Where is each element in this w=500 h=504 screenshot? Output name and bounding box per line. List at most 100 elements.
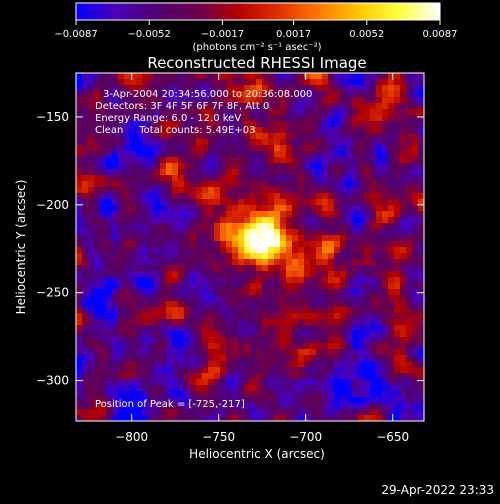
heatmap-pixel <box>82 97 89 104</box>
heatmap-pixel <box>292 337 299 344</box>
colorbar-unit-label: (photons cm⁻² s⁻¹ asec⁻²) <box>192 42 321 53</box>
heatmap-pixel <box>418 223 424 230</box>
heatmap-pixel <box>370 265 377 272</box>
heatmap-pixel <box>292 121 299 128</box>
heatmap-pixel <box>190 175 197 182</box>
heatmap-pixel <box>124 103 131 110</box>
heatmap-pixel <box>196 307 203 314</box>
heatmap-pixel <box>118 337 125 344</box>
heatmap-pixel <box>310 391 317 398</box>
heatmap-pixel <box>298 247 305 254</box>
heatmap-pixel <box>346 409 353 416</box>
heatmap-pixel <box>262 109 269 116</box>
heatmap-pixel <box>148 415 155 421</box>
heatmap-pixel <box>250 379 257 386</box>
heatmap-pixel <box>244 343 251 350</box>
heatmap-pixel <box>184 337 191 344</box>
heatmap-pixel <box>220 91 227 98</box>
heatmap-pixel <box>112 343 119 350</box>
heatmap-pixel <box>88 205 95 212</box>
heatmap-pixel <box>286 301 293 308</box>
heatmap-pixel <box>100 253 107 260</box>
heatmap-pixel <box>298 409 305 416</box>
heatmap-pixel <box>208 175 215 182</box>
heatmap-pixel <box>292 319 299 326</box>
heatmap-pixel <box>106 349 113 356</box>
heatmap-pixel <box>334 133 341 140</box>
heatmap-pixel <box>244 235 251 242</box>
heatmap-pixel <box>364 205 371 212</box>
heatmap-pixel <box>106 289 113 296</box>
heatmap-pixel <box>136 265 143 272</box>
heatmap-pixel <box>88 253 95 260</box>
heatmap-pixel <box>358 175 365 182</box>
heatmap-pixel <box>364 199 371 206</box>
heatmap-pixel <box>340 319 347 326</box>
heatmap-pixel <box>262 211 269 218</box>
heatmap-pixel <box>298 349 305 356</box>
heatmap-pixel <box>286 211 293 218</box>
heatmap-pixel <box>112 271 119 278</box>
heatmap-pixel <box>382 397 389 404</box>
heatmap-pixel <box>232 73 239 80</box>
heatmap-pixel <box>382 175 389 182</box>
heatmap-pixel <box>370 145 377 152</box>
heatmap-pixel <box>358 169 365 176</box>
heatmap-pixel <box>250 277 257 284</box>
heatmap-pixel <box>400 301 407 308</box>
heatmap-pixel <box>322 247 329 254</box>
heatmap-pixel <box>298 193 305 200</box>
heatmap-pixel <box>166 367 173 374</box>
heatmap-pixel <box>346 289 353 296</box>
heatmap-pixel <box>232 187 239 194</box>
heatmap-pixel <box>268 103 275 110</box>
heatmap-pixel <box>202 271 209 278</box>
heatmap-pixel <box>190 325 197 332</box>
heatmap-pixel <box>202 355 209 362</box>
heatmap-pixel <box>400 127 407 134</box>
heatmap-pixel <box>364 403 371 410</box>
heatmap-pixel <box>364 415 371 421</box>
heatmap-pixel <box>76 157 83 164</box>
heatmap-pixel <box>220 121 227 128</box>
heatmap-pixel <box>148 109 155 116</box>
heatmap-pixel <box>106 181 113 188</box>
heatmap-pixel <box>208 145 215 152</box>
heatmap-pixel <box>100 211 107 218</box>
heatmap-pixel <box>418 193 424 200</box>
heatmap-pixel <box>292 109 299 116</box>
heatmap-pixel <box>364 163 371 170</box>
heatmap-pixel <box>94 79 101 86</box>
heatmap-pixel <box>370 247 377 254</box>
heatmap-pixel <box>262 163 269 170</box>
heatmap-pixel <box>388 409 395 416</box>
heatmap-pixel <box>310 193 317 200</box>
heatmap-pixel <box>298 187 305 194</box>
heatmap-pixel <box>304 217 311 224</box>
heatmap-pixel <box>364 331 371 338</box>
heatmap-pixel <box>394 289 401 296</box>
heatmap-pixel <box>376 265 383 272</box>
heatmap-pixel <box>88 349 95 356</box>
heatmap-pixel <box>160 301 167 308</box>
heatmap-pixel <box>376 91 383 98</box>
heatmap-pixel <box>334 157 341 164</box>
heatmap-pixel <box>184 139 191 146</box>
heatmap-pixel <box>232 361 239 368</box>
heatmap-pixel <box>250 307 257 314</box>
heatmap-pixel <box>172 289 179 296</box>
heatmap-pixel <box>112 115 119 122</box>
heatmap-pixel <box>406 85 413 92</box>
heatmap-pixel <box>244 271 251 278</box>
heatmap-pixel <box>412 271 419 278</box>
heatmap-pixel <box>274 157 281 164</box>
heatmap-pixel <box>310 307 317 314</box>
heatmap-pixel <box>358 241 365 248</box>
heatmap-pixel <box>298 73 305 80</box>
heatmap-pixel <box>136 217 143 224</box>
heatmap-pixel <box>238 91 245 98</box>
heatmap-pixel <box>154 319 161 326</box>
heatmap-pixel <box>292 211 299 218</box>
heatmap-pixel <box>100 97 107 104</box>
heatmap-pixel <box>148 403 155 410</box>
